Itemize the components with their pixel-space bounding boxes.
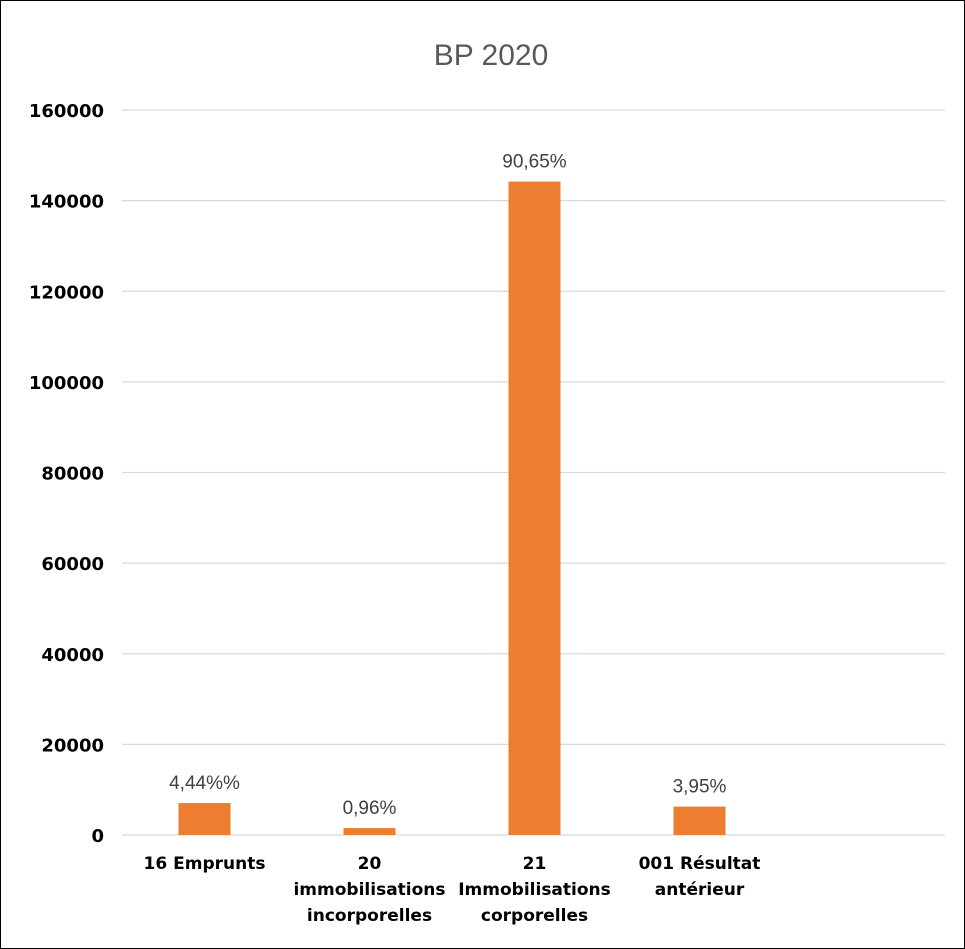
x-tick-label: corporelles	[481, 906, 588, 926]
y-tick-label: 120000	[29, 282, 104, 303]
data-label: 4,44%%	[169, 773, 240, 794]
x-tick-label: 16 Emprunts	[144, 854, 266, 874]
x-axis: 16 Emprunts 20 immobilisations incorporelle…	[144, 854, 761, 926]
x-tick-label: antérieur	[655, 880, 745, 900]
y-tick-label: 20000	[41, 735, 104, 756]
data-labels: 4,44%% 0,96% 90,65% 3,95%	[169, 152, 726, 819]
y-tick-label: 60000	[41, 554, 104, 575]
bar	[178, 803, 231, 835]
x-tick-label: 21	[523, 854, 547, 874]
chart-title: BP 2020	[434, 39, 549, 72]
x-tick-label: immobilisations	[293, 880, 445, 900]
y-tick-label: 160000	[29, 101, 104, 122]
bar	[673, 806, 726, 835]
x-tick-label: 001 Résultat	[639, 854, 761, 874]
data-label: 0,96%	[343, 798, 397, 819]
x-tick-label: incorporelles	[307, 906, 432, 926]
data-label: 3,95%	[673, 777, 727, 798]
y-tick-label: 40000	[41, 645, 104, 666]
x-tick-label: 20	[358, 854, 382, 874]
x-tick-label: Immobilisations	[458, 880, 611, 900]
bar	[343, 828, 396, 835]
bars	[178, 181, 726, 835]
y-tick-label: 80000	[41, 464, 104, 485]
data-label: 90,65%	[502, 152, 567, 173]
bar	[508, 181, 561, 835]
y-tick-label: 100000	[29, 373, 104, 394]
y-tick-label: 140000	[29, 192, 104, 213]
y-tick-label: 0	[91, 826, 104, 847]
y-axis: 0 20000 40000 60000 80000 100000 120000 140000 1…	[29, 101, 104, 847]
